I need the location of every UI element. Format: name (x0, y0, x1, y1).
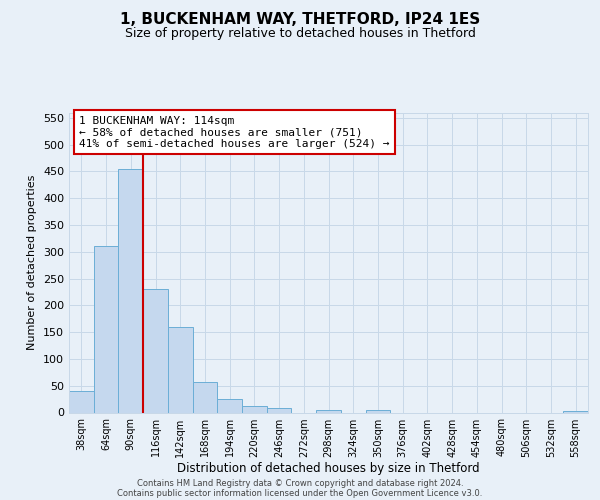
Bar (267, 408, 292, 412)
Text: Contains HM Land Registry data © Crown copyright and database right 2024.: Contains HM Land Registry data © Crown c… (137, 478, 463, 488)
Bar (365, 410, 390, 412)
Bar (168, 327, 193, 412)
Bar (242, 406, 267, 412)
Text: 1 BUCKENHAM WAY: 114sqm
← 58% of detached houses are smaller (751)
41% of semi-d: 1 BUCKENHAM WAY: 114sqm ← 58% of detache… (79, 116, 390, 148)
Bar (69, 391, 94, 412)
Text: Size of property relative to detached houses in Thetford: Size of property relative to detached ho… (125, 28, 475, 40)
Bar (94, 246, 118, 412)
Y-axis label: Number of detached properties: Number of detached properties (28, 175, 37, 350)
Bar (143, 290, 168, 412)
Bar (193, 382, 217, 412)
Bar (563, 411, 588, 412)
Bar (316, 410, 341, 412)
Text: Contains public sector information licensed under the Open Government Licence v3: Contains public sector information licen… (118, 488, 482, 498)
Bar (217, 399, 242, 412)
X-axis label: Distribution of detached houses by size in Thetford: Distribution of detached houses by size … (177, 462, 480, 475)
Bar (118, 169, 143, 412)
Text: 1, BUCKENHAM WAY, THETFORD, IP24 1ES: 1, BUCKENHAM WAY, THETFORD, IP24 1ES (120, 12, 480, 28)
